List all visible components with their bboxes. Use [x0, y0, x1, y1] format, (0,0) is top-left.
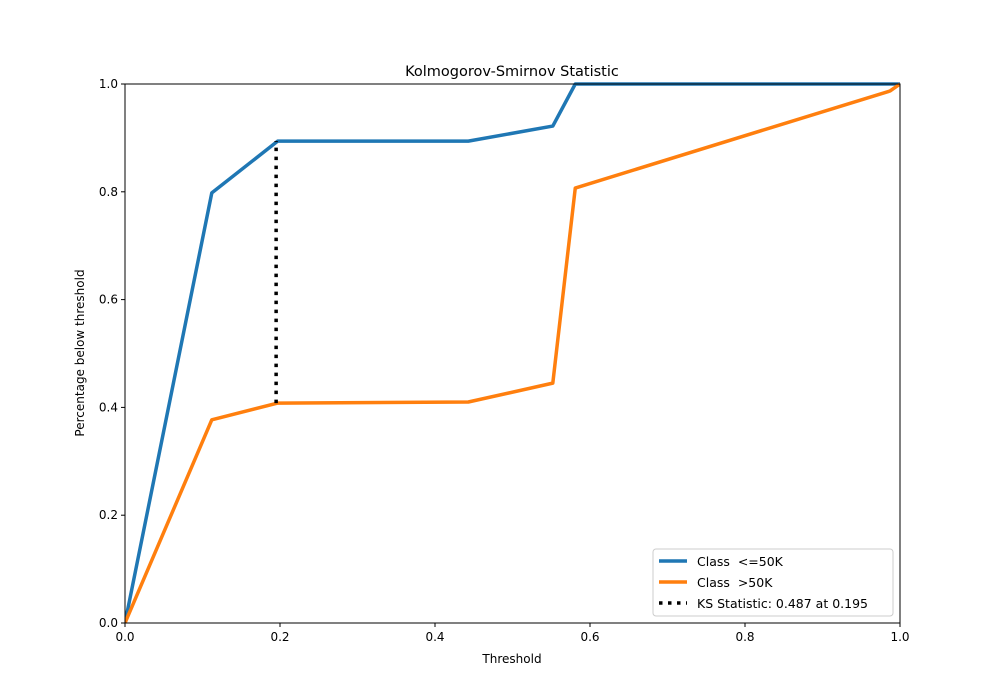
- legend: Class <=50K Class >50K KS Statistic: 0.4…: [652, 548, 894, 617]
- y-tick-label: 0.6: [99, 293, 118, 307]
- legend-label-class-le50k: Class <=50K: [697, 554, 784, 569]
- y-tick-label: 1.0: [99, 77, 118, 91]
- x-tick-label: 0.2: [270, 630, 289, 644]
- x-tick-label: 1.0: [890, 630, 909, 644]
- legend-box: [652, 548, 894, 617]
- chart-title: Kolmogorov-Smirnov Statistic: [405, 64, 619, 80]
- y-tick-label: 0.8: [99, 185, 118, 199]
- x-tick-label: 0.6: [580, 630, 599, 644]
- axes: 0.0 0.2 0.4 0.6 0.8 1.0 0.0 0.2 0.4 0.6 0.8 1.0: [99, 77, 910, 644]
- legend-label-class-gt50k: Class >50K: [697, 575, 773, 590]
- y-axis-label: Percentage below threshold: [73, 269, 87, 436]
- y-tick-label: 0.4: [99, 400, 118, 414]
- y-tick-label: 0.0: [99, 616, 118, 630]
- plot-area: [125, 82, 900, 624]
- x-tick-label: 0.8: [735, 630, 754, 644]
- x-tick-label: 0.0: [115, 630, 134, 644]
- x-tick-label: 0.4: [425, 630, 444, 644]
- x-axis-label: Threshold: [481, 652, 541, 666]
- series-line-0: [125, 82, 900, 624]
- series-line-1: [125, 82, 900, 624]
- legend-label-ks: KS Statistic: 0.487 at 0.195: [697, 596, 868, 611]
- y-tick-label: 0.2: [99, 508, 118, 522]
- axes-frame: [124, 83, 901, 624]
